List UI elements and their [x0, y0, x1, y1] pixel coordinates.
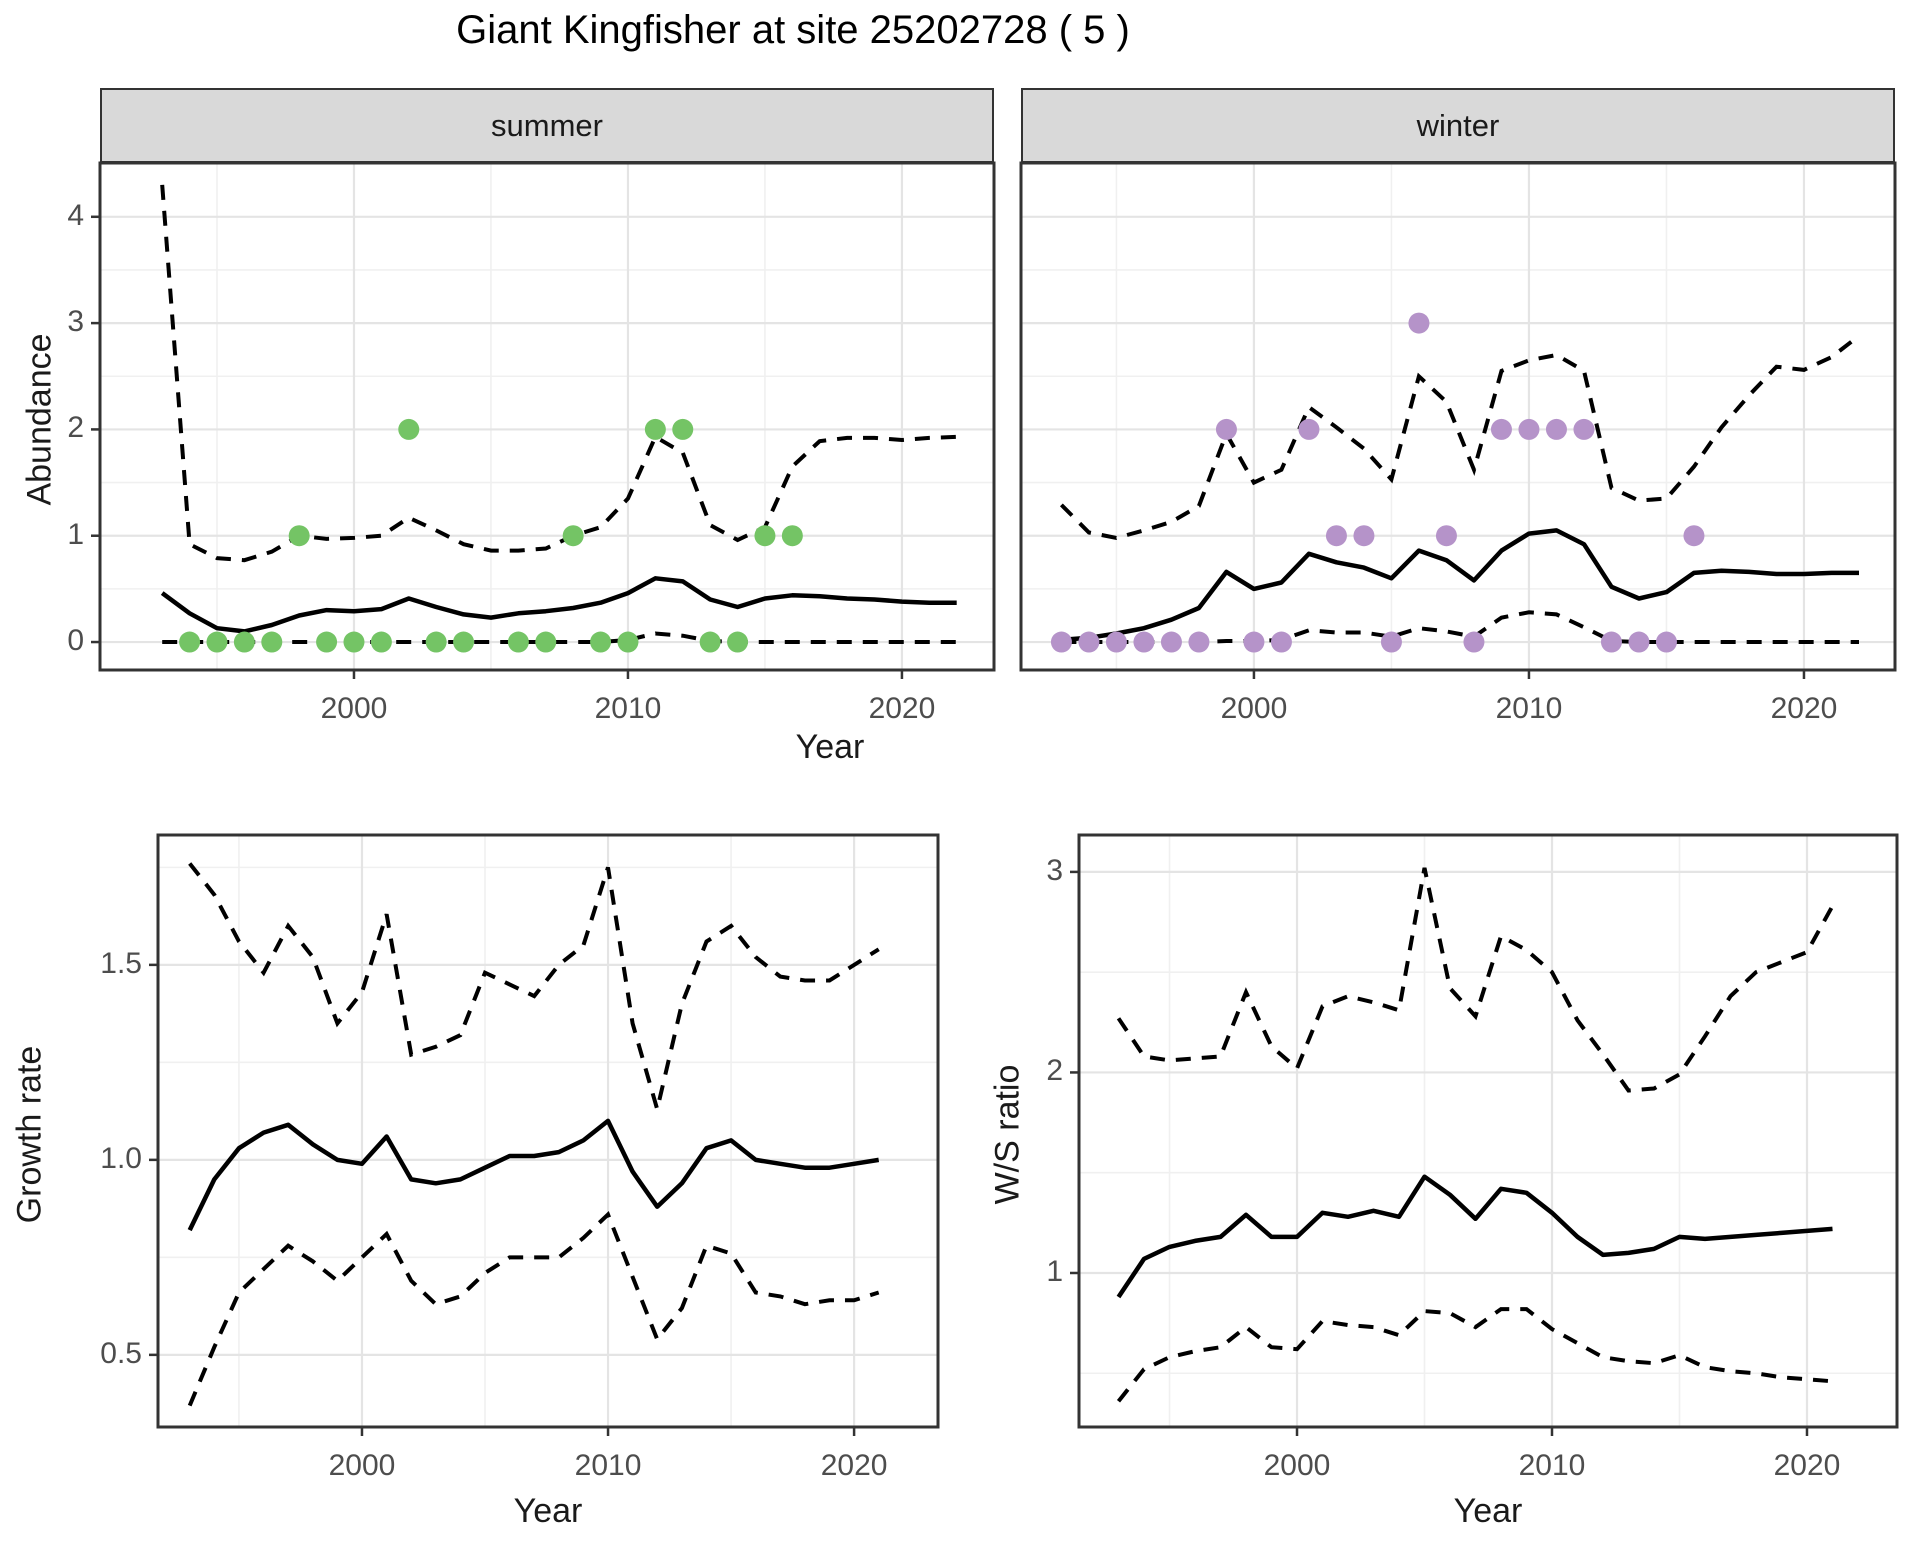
winter-observation-point — [1105, 631, 1127, 653]
panel-summer — [91, 161, 996, 679]
y-tick-label-summer: 3 — [67, 305, 84, 339]
x-tick-label-winter: 2010 — [1495, 692, 1563, 725]
summer-observation-point — [754, 525, 776, 547]
winter-observation-point — [1490, 418, 1512, 440]
y-tick-label-ws: 3 — [1046, 853, 1063, 887]
winter-observation-point — [1408, 312, 1430, 334]
summer-observation-point — [562, 525, 584, 547]
y-tick-label-ws: 1 — [1046, 1254, 1063, 1288]
winter-observation-point — [1078, 631, 1100, 653]
x-tick-label-growth: 2010 — [574, 1449, 642, 1482]
y-tick-label-summer: 1 — [67, 517, 84, 551]
summer-observation-point — [370, 631, 392, 653]
y-tick-label-summer: 2 — [67, 411, 84, 445]
summer-observation-point — [590, 631, 612, 653]
x-tick-label-growth: 2020 — [820, 1449, 888, 1482]
winter-observation-point — [1573, 418, 1595, 440]
y-axis-title-ws: W/S ratio — [988, 1064, 1027, 1205]
facet-strip-summer-label: summer — [491, 107, 603, 143]
winter-observation-point — [1133, 631, 1155, 653]
winter-observation-point — [1435, 525, 1457, 547]
summer-lower-ci-line — [162, 631, 957, 644]
y-tick-label-ws: 2 — [1046, 1054, 1063, 1088]
winter-observation-point — [1683, 525, 1705, 547]
winter-observation-point — [1380, 631, 1402, 653]
x-axis-title-growth: Year — [513, 1492, 583, 1530]
growth-lower-ci-line — [187, 1211, 880, 1407]
x-tick-label-growth: 2000 — [328, 1449, 396, 1482]
summer-observation-point — [781, 525, 803, 547]
winter-observation-point — [1518, 418, 1540, 440]
summer-median-line — [160, 576, 957, 634]
summer-observation-point — [507, 631, 529, 653]
x-axis-title-top: Year — [795, 728, 865, 766]
winter-observation-point — [1188, 631, 1210, 653]
x-tick-label-summer: 2000 — [320, 692, 388, 725]
facet-strip-winter-label: winter — [1416, 107, 1500, 143]
winter-observation-point — [1215, 418, 1237, 440]
winter-observation-point — [1298, 418, 1320, 440]
winter-observation-point — [1325, 525, 1347, 547]
winter-observation-point — [1600, 631, 1622, 653]
winter-observation-point — [1160, 631, 1182, 653]
winter-observation-point — [1545, 418, 1567, 440]
winter-observation-point — [1655, 631, 1677, 653]
summer-observation-point — [453, 631, 475, 653]
ws-lower-ci-line — [1116, 1307, 1833, 1403]
y-tick-label-growth: 0.5 — [100, 1336, 142, 1370]
summer-observation-point — [179, 631, 201, 653]
winter-observation-point — [1353, 525, 1375, 547]
page-title: Giant Kingfisher at site 25202728 ( 5 ) — [456, 8, 1130, 52]
y-tick-label-summer: 0 — [67, 624, 84, 658]
summer-observation-point — [425, 631, 447, 653]
winter-observation-point — [1243, 631, 1265, 653]
x-tick-label-summer: 2010 — [594, 692, 662, 725]
summer-observation-point — [617, 631, 639, 653]
y-tick-label-growth: 1.0 — [100, 1141, 142, 1175]
summer-observation-point — [699, 631, 721, 653]
summer-observation-point — [727, 631, 749, 653]
panel-ws — [1070, 833, 1899, 1436]
y-tick-label-growth: 1.5 — [100, 946, 142, 980]
x-tick-label-ws: 2020 — [1773, 1449, 1841, 1482]
summer-observation-point — [316, 631, 338, 653]
summer-observation-point — [398, 418, 420, 440]
winter-observation-point — [1270, 631, 1292, 653]
winter-observation-point — [1628, 631, 1650, 653]
x-tick-label-winter: 2020 — [1770, 692, 1838, 725]
ws-median-line — [1116, 1174, 1833, 1299]
facet-strip-summer: summer — [100, 88, 994, 163]
panel-winter — [1019, 161, 1897, 679]
summer-observation-point — [261, 631, 283, 653]
summer-observation-point — [644, 418, 666, 440]
winter-median-line — [1061, 528, 1859, 643]
panel-growth — [149, 833, 940, 1436]
ws-upper-ci-line — [1116, 867, 1835, 1093]
x-tick-label-ws: 2010 — [1518, 1449, 1586, 1482]
x-axis-title-ws: Year — [1453, 1492, 1523, 1530]
growth-median-line — [187, 1118, 880, 1232]
growth-upper-ci-line — [188, 862, 880, 1118]
facet-strip-winter: winter — [1021, 88, 1895, 163]
summer-observation-point — [288, 525, 310, 547]
summer-observation-point — [672, 418, 694, 440]
y-tick-label-summer: 4 — [67, 198, 84, 232]
summer-observation-point — [535, 631, 557, 653]
summer-observation-point — [206, 631, 228, 653]
winter-upper-ci-line — [1059, 334, 1861, 540]
y-axis-title-growth: Growth rate — [10, 1045, 49, 1224]
winter-observation-point — [1463, 631, 1485, 653]
x-tick-label-summer: 2020 — [868, 692, 936, 725]
summer-observation-point — [343, 631, 365, 653]
winter-observation-point — [1050, 631, 1072, 653]
x-tick-label-winter: 2000 — [1220, 692, 1288, 725]
summer-observation-point — [233, 631, 255, 653]
x-tick-label-ws: 2000 — [1263, 1449, 1331, 1482]
